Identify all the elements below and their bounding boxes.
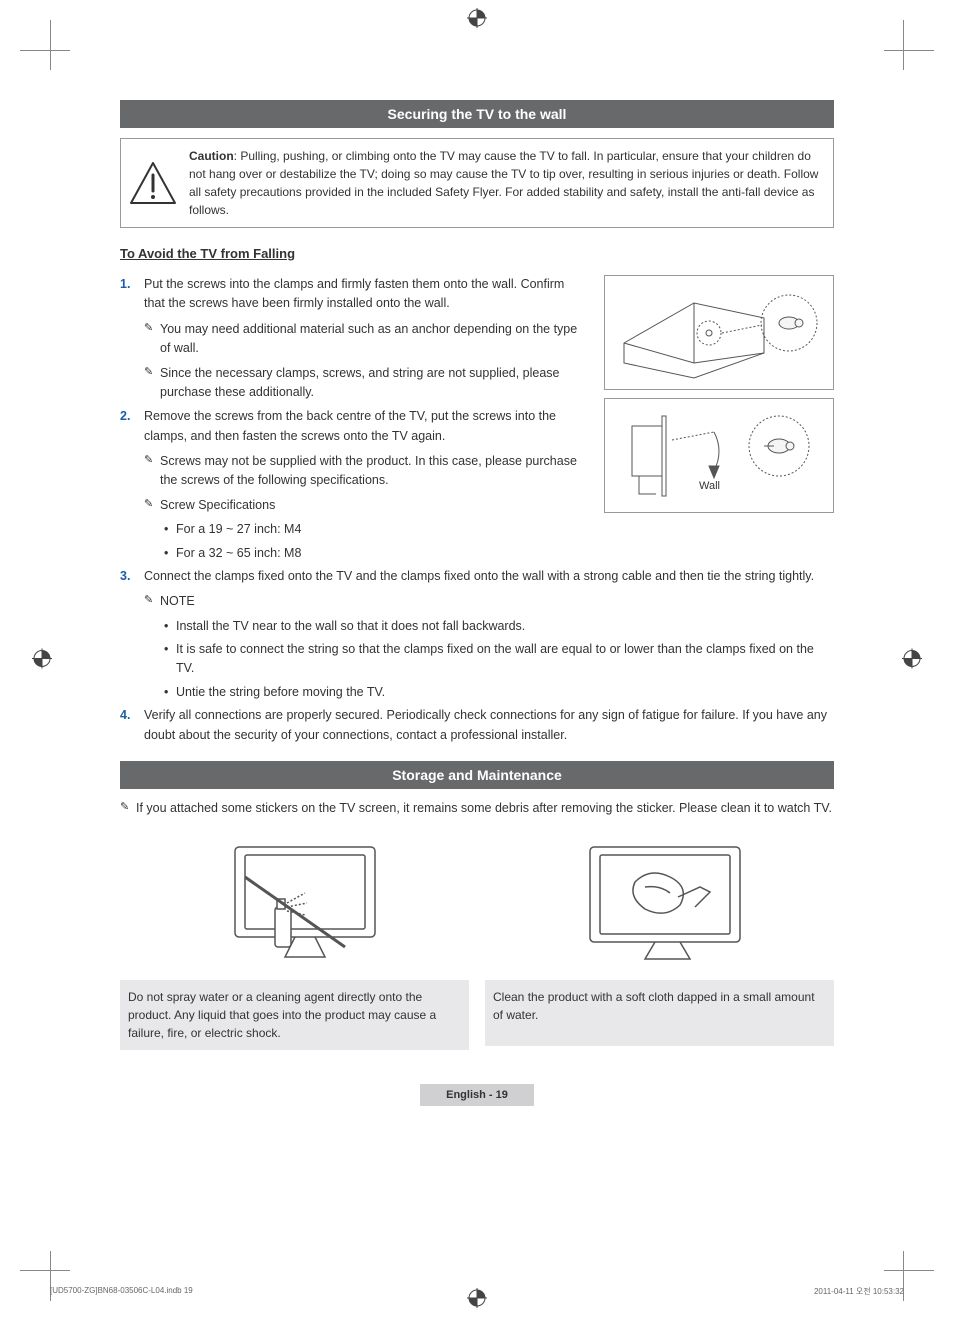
registration-mark-top bbox=[467, 8, 487, 33]
footer-bar: [UD5700-ZG]BN68-03506C-L04.indb 19 2011-… bbox=[50, 1286, 904, 1297]
step-text: Put the screws into the clamps and firml… bbox=[144, 275, 588, 314]
step-text: Connect the clamps fixed onto the TV and… bbox=[144, 567, 814, 586]
note-header: NOTE bbox=[160, 592, 195, 611]
note-text: Screw Specifications bbox=[160, 496, 275, 515]
crop-mark bbox=[50, 20, 51, 70]
steps-left: 1. Put the screws into the clamps and fi… bbox=[120, 275, 588, 567]
bullet-line: • For a 32 ~ 65 inch: M8 bbox=[164, 544, 588, 563]
bullet-dot: • bbox=[164, 617, 176, 636]
caution-bold: Caution bbox=[189, 149, 234, 163]
caution-icon bbox=[129, 147, 179, 219]
crop-mark bbox=[884, 1270, 934, 1271]
step-number: 1. bbox=[120, 275, 144, 314]
bullet-dot: • bbox=[164, 683, 176, 702]
caution-box: Caution: Pulling, pushing, or climbing o… bbox=[120, 138, 834, 228]
note-icon: ✎ bbox=[120, 799, 136, 818]
note-line: ✎ You may need additional material such … bbox=[144, 320, 588, 359]
step-3: 3. Connect the clamps fixed onto the TV … bbox=[120, 567, 834, 586]
figures-right: Wall bbox=[604, 275, 834, 567]
note-icon: ✎ bbox=[144, 364, 160, 403]
registration-mark-right bbox=[902, 648, 922, 673]
steps-row: 1. Put the screws into the clamps and fi… bbox=[120, 275, 834, 567]
bullet-text: It is safe to connect the string so that… bbox=[176, 640, 834, 679]
note-line: ✎ NOTE bbox=[144, 592, 834, 611]
note-line: ✎ Screws may not be supplied with the pr… bbox=[144, 452, 588, 491]
bullet-text: For a 32 ~ 65 inch: M8 bbox=[176, 544, 301, 563]
registration-mark-left bbox=[32, 648, 52, 673]
figure-soft-cloth bbox=[485, 832, 834, 972]
note-text: You may need additional material such as… bbox=[160, 320, 588, 359]
crop-mark bbox=[20, 50, 70, 51]
section-title-storage: Storage and Maintenance bbox=[120, 761, 834, 789]
crop-mark bbox=[20, 1270, 70, 1271]
bullet-dot: • bbox=[164, 544, 176, 563]
page-number: English - 19 bbox=[420, 1084, 534, 1106]
wall-label: Wall bbox=[699, 480, 720, 492]
bullet-text: Untie the string before moving the TV. bbox=[176, 683, 385, 702]
bullet-line: • For a 19 ~ 27 inch: M4 bbox=[164, 520, 588, 539]
page-number-wrap: English - 19 bbox=[120, 1050, 834, 1106]
figure-tv-on-stand: Wall bbox=[604, 398, 834, 513]
bullet-text: Install the TV near to the wall so that … bbox=[176, 617, 525, 636]
step-number: 4. bbox=[120, 706, 144, 745]
bullet-line: • Install the TV near to the wall so tha… bbox=[164, 617, 834, 636]
crop-mark bbox=[903, 20, 904, 70]
figure-tv-wall-mount bbox=[604, 275, 834, 390]
step-4: 4. Verify all connections are properly s… bbox=[120, 706, 834, 745]
bullet-dot: • bbox=[164, 520, 176, 539]
subheading-avoid-falling: To Avoid the TV from Falling bbox=[120, 246, 834, 261]
bullet-line: • Untie the string before moving the TV. bbox=[164, 683, 834, 702]
storage-intro: If you attached some stickers on the TV … bbox=[136, 799, 832, 818]
bullet-dot: • bbox=[164, 640, 176, 679]
figure-do-not-spray bbox=[120, 832, 469, 972]
step-2: 2. Remove the screws from the back centr… bbox=[120, 407, 588, 446]
caution-body: : Pulling, pushing, or climbing onto the… bbox=[189, 149, 818, 217]
note-icon: ✎ bbox=[144, 496, 160, 515]
caution-text: Caution: Pulling, pushing, or climbing o… bbox=[189, 147, 825, 219]
note-text: Screws may not be supplied with the prod… bbox=[160, 452, 588, 491]
step-number: 2. bbox=[120, 407, 144, 446]
note-line: ✎ Screw Specifications bbox=[144, 496, 588, 515]
note-icon: ✎ bbox=[144, 320, 160, 359]
bullet-line: • It is safe to connect the string so th… bbox=[164, 640, 834, 679]
note-text: Since the necessary clamps, screws, and … bbox=[160, 364, 588, 403]
page-content: Securing the TV to the wall Caution: Pul… bbox=[0, 0, 954, 1146]
maintenance-cell-1: Do not spray water or a cleaning agent d… bbox=[120, 832, 469, 1050]
step-number: 3. bbox=[120, 567, 144, 586]
step-text: Verify all connections are properly secu… bbox=[144, 706, 834, 745]
bullet-text: For a 19 ~ 27 inch: M4 bbox=[176, 520, 301, 539]
step-text: Remove the screws from the back centre o… bbox=[144, 407, 588, 446]
maintenance-caption-2: Clean the product with a soft cloth dapp… bbox=[485, 980, 834, 1046]
note-line: ✎ Since the necessary clamps, screws, an… bbox=[144, 364, 588, 403]
footer-file: [UD5700-ZG]BN68-03506C-L04.indb 19 bbox=[50, 1286, 193, 1297]
maintenance-cell-2: Clean the product with a soft cloth dapp… bbox=[485, 832, 834, 1050]
section-title-securing: Securing the TV to the wall bbox=[120, 100, 834, 128]
crop-mark bbox=[884, 50, 934, 51]
storage-intro-line: ✎ If you attached some stickers on the T… bbox=[120, 799, 834, 818]
step-1: 1. Put the screws into the clamps and fi… bbox=[120, 275, 588, 314]
footer-timestamp: 2011-04-11 오전 10:53:32 bbox=[814, 1286, 904, 1297]
note-icon: ✎ bbox=[144, 592, 160, 611]
maintenance-row: Do not spray water or a cleaning agent d… bbox=[120, 832, 834, 1050]
maintenance-caption-1: Do not spray water or a cleaning agent d… bbox=[120, 980, 469, 1050]
note-icon: ✎ bbox=[144, 452, 160, 491]
